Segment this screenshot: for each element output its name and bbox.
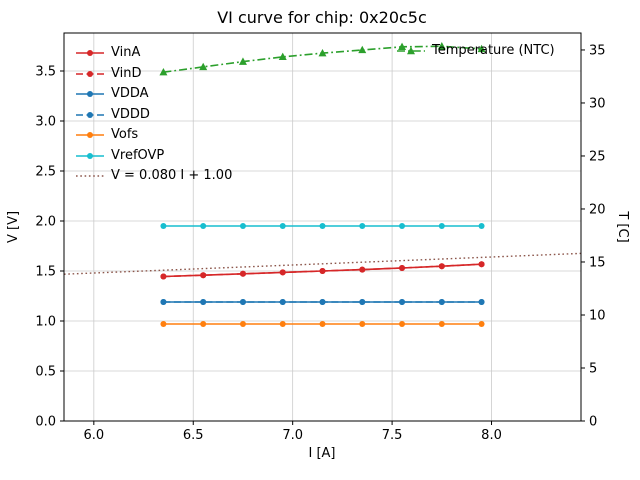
legend-item: VrefOVP (75, 147, 232, 163)
svg-text:6.0: 6.0 (83, 428, 104, 443)
legend-label: VrefOVP (111, 147, 165, 163)
legend-line-sample (76, 111, 104, 118)
svg-text:15: 15 (589, 255, 606, 270)
svg-text:8.0: 8.0 (481, 428, 502, 443)
legend-item: Temperature (NTC) (396, 44, 555, 58)
legend: VinA VinD VDDA VDDD Vofs VrefOVP V = 0.080 I +… (75, 46, 232, 183)
svg-text:6.5: 6.5 (183, 428, 204, 443)
legend-item: Vofs (75, 128, 232, 142)
svg-text:35: 35 (589, 43, 606, 58)
legend-label: Vofs (111, 127, 139, 142)
svg-text:2.5: 2.5 (35, 165, 56, 180)
svg-text:1.0: 1.0 (35, 315, 56, 330)
svg-text:10: 10 (589, 308, 606, 323)
legend-right-axis: Temperature (NTC) (396, 44, 555, 58)
svg-text:0: 0 (589, 415, 597, 430)
y-axis-label-left: V [V] (6, 211, 21, 243)
legend-label: Temperature (NTC) (432, 43, 555, 58)
svg-text:25: 25 (589, 149, 606, 164)
chart-title: VI curve for chip: 0x20c5c (217, 8, 427, 27)
svg-text:20: 20 (589, 202, 606, 217)
svg-text:2.0: 2.0 (35, 215, 56, 230)
legend-label: VinA (111, 45, 141, 60)
legend-item: V = 0.080 I + 1.00 (75, 169, 232, 183)
svg-text:3.5: 3.5 (35, 65, 56, 80)
svg-text:3.0: 3.0 (35, 115, 56, 130)
legend-label: VDDD (111, 106, 150, 122)
legend-line-sample (76, 70, 104, 77)
legend-label: VDDA (111, 86, 149, 101)
svg-text:7.5: 7.5 (382, 428, 403, 443)
legend-line-sample (76, 152, 104, 159)
svg-text:7.0: 7.0 (282, 428, 303, 443)
legend-line-sample (76, 50, 104, 56)
legend-label: V = 0.080 I + 1.00 (111, 168, 233, 183)
legend-line-sample (397, 46, 425, 55)
plot-area: 6.0 6.5 7.0 7.5 8.0 0.0 0.5 1.0 1.5 2.0 2.5 3.0 3.5 0… (35, 32, 606, 443)
svg-text:0.0: 0.0 (35, 415, 56, 430)
legend-item: VinA (75, 46, 232, 60)
legend-line-sample (76, 132, 104, 138)
legend-line-sample (76, 175, 104, 177)
svg-text:30: 30 (589, 96, 606, 111)
legend-item: VDDD (75, 106, 232, 122)
svg-text:0.5: 0.5 (35, 365, 56, 380)
legend-item: VDDA (75, 87, 232, 101)
legend-line-sample (76, 91, 104, 97)
y-axis-label-right: T [C] (615, 210, 630, 242)
legend-item: VinD (75, 65, 232, 81)
x-axis-label: I [A] (308, 446, 335, 461)
svg-text:5: 5 (589, 361, 597, 376)
legend-label: VinD (111, 65, 142, 81)
svg-text:1.5: 1.5 (35, 265, 56, 280)
